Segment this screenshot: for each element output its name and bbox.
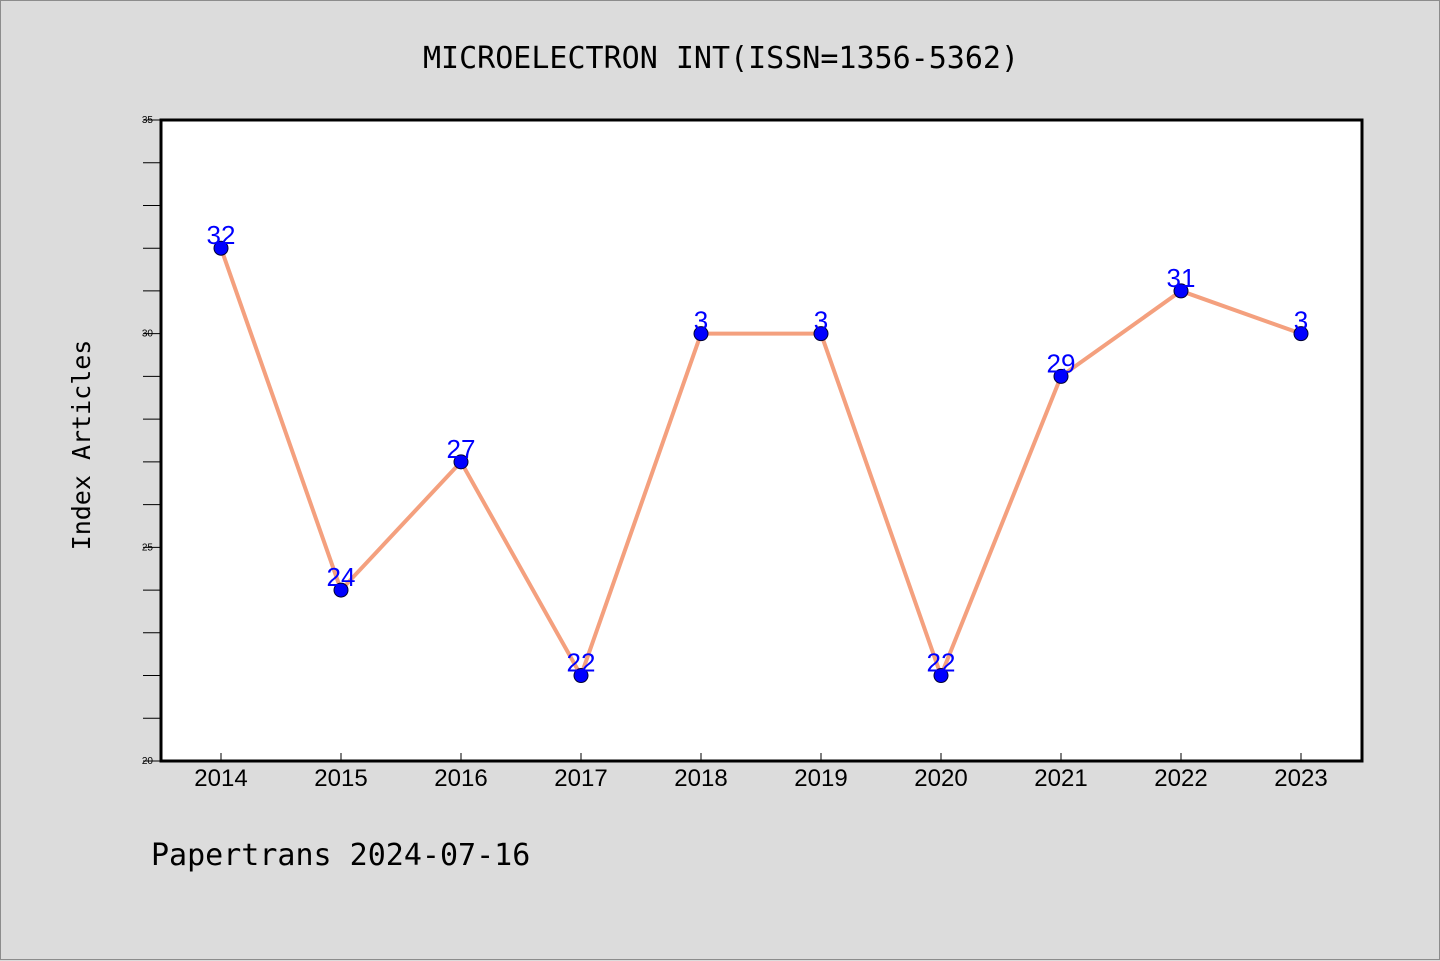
- x-tick-label: 2021: [1034, 765, 1087, 792]
- data-point: [813, 326, 829, 342]
- x-tick-label: 2017: [554, 765, 607, 792]
- y-axis-label: Index Articles: [67, 340, 96, 551]
- data-point: [933, 668, 949, 684]
- data-point: [1053, 368, 1069, 384]
- y-tick-label: 35: [142, 115, 154, 126]
- data-label: 31: [1167, 263, 1196, 293]
- y-tick-label: 30: [142, 329, 154, 340]
- y-tick-label: 25: [142, 542, 154, 553]
- data-labels: 32 24 27 22 3 3 22 29 31 3: [207, 220, 1309, 677]
- data-label: 3: [1294, 306, 1308, 336]
- x-tick-label: 2018: [674, 765, 727, 792]
- data-label: 3: [694, 306, 708, 336]
- x-tick-label: 2016: [434, 765, 487, 792]
- x-tick-label: 2019: [794, 765, 847, 792]
- data-label: 27: [447, 434, 476, 464]
- x-tick-label: 2023: [1274, 765, 1327, 792]
- data-point: [1293, 326, 1309, 342]
- data-point: [333, 582, 349, 598]
- chart-title: MICROELECTRON INT(ISSN=1356-5362): [423, 41, 1019, 76]
- series-markers: [213, 240, 1309, 684]
- plot-area: [159, 118, 1364, 763]
- data-point: [213, 240, 229, 256]
- x-axis: 2014 2015 2016 2017 2018 2019 2020 2021 2022 2023: [194, 753, 1328, 792]
- data-label: 32: [207, 220, 236, 250]
- data-label: 22: [927, 648, 956, 678]
- data-label: 3: [814, 306, 828, 336]
- y-axis: 20 25 30 35: [142, 115, 161, 767]
- data-label: 24: [327, 562, 356, 592]
- data-label: 29: [1047, 348, 1076, 378]
- data-point: [693, 326, 709, 342]
- data-point: [1173, 283, 1189, 299]
- x-tick-label: 2020: [914, 765, 967, 792]
- data-label: 22: [567, 648, 596, 678]
- x-tick-label: 2022: [1154, 765, 1207, 792]
- x-tick-label: 2014: [194, 765, 247, 792]
- x-tick-label: 2015: [314, 765, 367, 792]
- y-tick-label: 20: [142, 756, 154, 767]
- data-point: [573, 668, 589, 684]
- footer-credit: Papertrans 2024-07-16: [151, 838, 530, 873]
- series-line: [219, 247, 1302, 678]
- data-point: [453, 454, 469, 470]
